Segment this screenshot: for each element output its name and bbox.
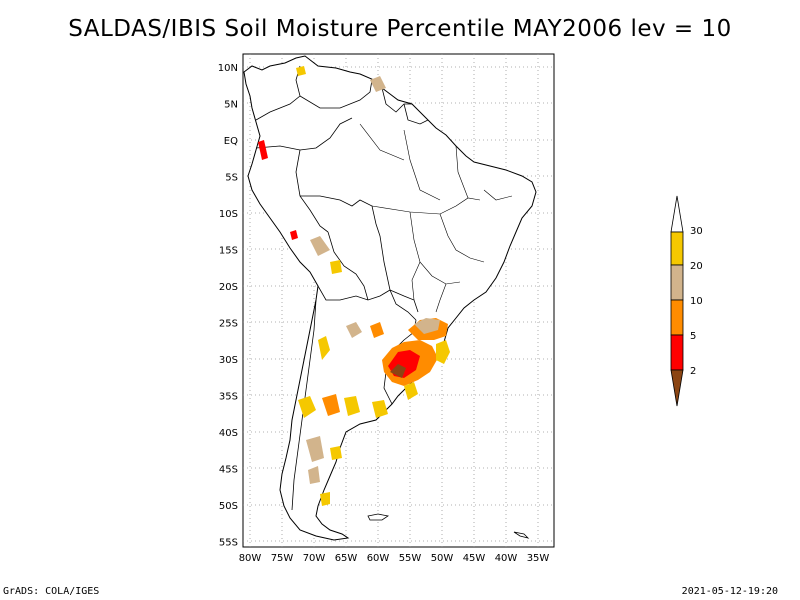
- lat-tick-label: 50S: [219, 501, 238, 512]
- lon-tick-label: 40W: [495, 553, 518, 564]
- lat-tick-label: 45S: [219, 465, 238, 476]
- lon-tick-label: 35W: [527, 553, 550, 564]
- colorbar-label-30: 30: [690, 226, 703, 237]
- longitude-ticks: 80W 75W 70W 65W 60W 55W 50W 45W 40W 35W: [239, 553, 550, 564]
- colorbar-over-triangle: [670, 195, 684, 233]
- lat-tick-label: 30S: [219, 355, 238, 366]
- lat-tick-label: 55S: [219, 538, 238, 549]
- footer-credit: GrADS: COLA/IGES: [3, 586, 100, 597]
- latitude-ticks: 10N 5N EQ 5S 10S 15S 20S 25S 30S 35S 40S 45S 50S 55S: [218, 63, 238, 549]
- lon-tick-label: 50W: [431, 553, 454, 564]
- state-borders: [359, 123, 513, 313]
- lat-tick-label: 40S: [219, 428, 238, 439]
- lat-tick-label: 20S: [219, 282, 238, 293]
- lat-tick-label: 10S: [219, 209, 238, 220]
- footer-timestamp: 2021-05-12-19:20: [681, 586, 778, 597]
- colorbar-label-10: 10: [690, 296, 703, 307]
- lat-tick-label: EQ: [224, 136, 238, 147]
- colorbar-10-20: [670, 264, 684, 301]
- lat-tick-label: 5S: [225, 173, 238, 184]
- percentile-shading: [258, 66, 450, 506]
- colorbar-2-5: [670, 334, 684, 371]
- lon-tick-label: 45W: [463, 553, 486, 564]
- colorbar-label-2: 2: [690, 366, 696, 377]
- lat-tick-label: 15S: [219, 246, 238, 257]
- colorbar: 30 20 10 5 2: [670, 195, 703, 407]
- lon-tick-label: 60W: [367, 553, 390, 564]
- small-island: [513, 531, 530, 539]
- lat-tick-label: 25S: [219, 319, 238, 330]
- colorbar-under-triangle: [670, 369, 684, 407]
- lon-tick-label: 75W: [271, 553, 294, 564]
- lon-tick-label: 80W: [239, 553, 262, 564]
- colorbar-label-20: 20: [690, 261, 703, 272]
- lat-tick-label: 5N: [224, 100, 238, 111]
- map-title: SALDAS/IBIS Soil Moisture Percentile MAY…: [68, 16, 732, 42]
- lon-tick-label: 55W: [399, 553, 422, 564]
- lat-tick-label: 35S: [219, 392, 238, 403]
- lon-tick-label: 65W: [335, 553, 358, 564]
- lat-tick-label: 10N: [218, 63, 238, 74]
- colorbar-5-10: [670, 299, 684, 336]
- colorbar-20-30: [670, 231, 684, 266]
- colorbar-label-5: 5: [690, 331, 696, 342]
- lon-tick-label: 70W: [303, 553, 326, 564]
- falkland-islands: [367, 513, 390, 521]
